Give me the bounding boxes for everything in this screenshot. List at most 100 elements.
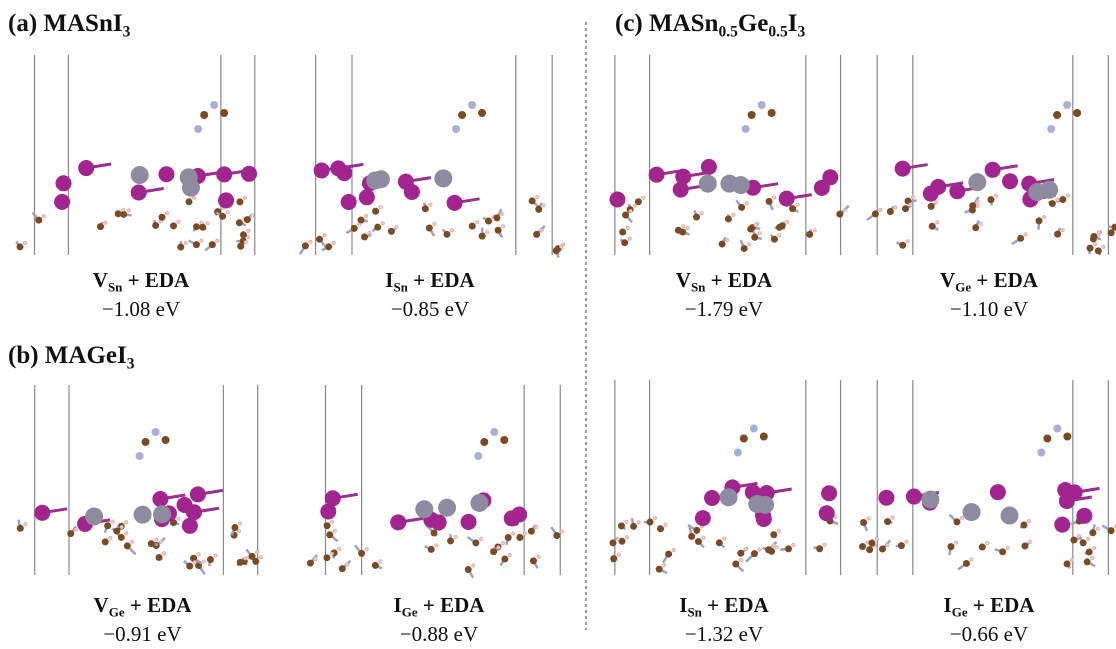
hydrogen-atom <box>540 229 544 233</box>
carbon-atom <box>351 225 358 232</box>
carbon-atom <box>836 211 843 218</box>
carbon-atom <box>860 519 867 526</box>
carbon-atom <box>478 109 486 117</box>
carbon-atom <box>458 111 466 119</box>
hydrogen-atom <box>124 521 128 525</box>
iodine-atom <box>895 161 911 177</box>
hydrogen-atom <box>911 195 915 199</box>
carbon-atom <box>533 231 540 238</box>
carbon-atom <box>693 214 700 221</box>
carbon-atom <box>372 562 379 569</box>
carbon-atom <box>339 565 346 572</box>
carbon-atom <box>426 224 433 231</box>
hydrogen-atom <box>796 203 800 207</box>
hydrogen-atom <box>497 546 501 550</box>
hydrogen-atom <box>243 557 247 561</box>
carbon-atom <box>159 214 166 221</box>
carbon-atom <box>969 202 976 209</box>
carbon-atom <box>199 224 206 231</box>
hydrogen-atom <box>124 532 128 536</box>
carbon-atom <box>185 198 192 205</box>
carbon-atom <box>485 217 492 224</box>
carbon-atom <box>610 555 617 562</box>
carbon-atom <box>622 212 629 219</box>
figure: {"panels": [ {"title": [{"t": "(a) MASnI… <box>0 0 1116 647</box>
iodine-atom <box>216 166 232 182</box>
carbon-atom <box>113 528 120 535</box>
carbon-atom <box>868 540 875 547</box>
iodine-atom <box>985 162 1001 178</box>
hydrogen-atom <box>523 532 527 536</box>
carbon-atom <box>1017 235 1024 242</box>
iodine-atom <box>314 162 330 178</box>
carbon-atom <box>1095 247 1102 254</box>
metal-atom <box>720 175 738 193</box>
hydrogen-atom <box>500 212 504 216</box>
carbon-atom <box>1089 529 1096 536</box>
carbon-atom <box>747 226 754 233</box>
hydrogen-atom <box>979 222 983 226</box>
carbon-atom <box>186 563 193 570</box>
hydrogen-atom <box>1102 245 1106 249</box>
metal-atom <box>153 505 171 523</box>
carbon-atom <box>97 223 104 230</box>
structure-label: VGe + EDA <box>23 591 263 620</box>
binding-energy: −1.10 eV <box>869 295 1109 324</box>
carbon-atom <box>738 204 745 211</box>
iodine-atom <box>447 195 463 211</box>
carbon-atom <box>1070 536 1077 543</box>
nitrogen-atom <box>452 125 460 133</box>
iodine-atom <box>241 166 257 182</box>
hydrogen-atom <box>177 517 181 521</box>
carbon-atom <box>785 545 792 552</box>
hydrogen-atom <box>216 239 220 243</box>
nitrogen-atom <box>194 125 202 133</box>
carbon-atom <box>806 231 813 238</box>
carbon-atom <box>748 111 756 119</box>
carbon-atom <box>422 205 429 212</box>
carbon-atom <box>765 546 772 553</box>
carbon-atom <box>1020 522 1027 529</box>
iodine-atom <box>649 167 665 183</box>
hydrogen-atom <box>243 196 247 200</box>
text-segment: (a) MASnI <box>8 10 123 37</box>
text-segment: I <box>788 10 798 37</box>
carbon-atom <box>621 239 628 246</box>
binding-energy: −1.08 eV <box>21 295 261 324</box>
hydrogen-atom <box>905 540 909 544</box>
hydrogen-atom <box>154 538 158 542</box>
hydrogen-atom <box>894 206 898 210</box>
hydrogen-atom <box>777 529 781 533</box>
carbon-atom <box>1043 435 1051 443</box>
hydrogen-atom <box>1077 534 1081 538</box>
carbon-atom <box>929 223 936 230</box>
binding-energy: −0.91 eV <box>23 620 263 649</box>
carbon-atom <box>647 519 654 526</box>
hydrogen-atom <box>682 224 686 228</box>
subscript: 3 <box>127 355 135 372</box>
text-segment: V <box>93 268 108 292</box>
carbon-atom <box>963 560 970 567</box>
hydrogen-atom <box>785 220 789 224</box>
carbon-atom <box>879 546 886 553</box>
nitrogen-atom <box>152 428 160 436</box>
nitrogen-atom <box>490 428 498 436</box>
carbon-atom <box>443 231 450 238</box>
hydrogen-atom <box>238 522 242 526</box>
hydrogen-atom <box>739 558 743 562</box>
carbon-atom <box>1108 527 1115 534</box>
hydrogen-atom <box>323 233 327 237</box>
iodine-atom <box>511 507 527 523</box>
carbon-atom <box>220 109 228 117</box>
carbon-atom <box>618 522 625 529</box>
carbon-atom <box>104 522 111 529</box>
metal-atom <box>366 171 384 189</box>
hydrogen-atom <box>127 209 131 213</box>
hydrogen-atom <box>454 535 458 539</box>
carbon-atom <box>553 532 560 539</box>
hydrogen-atom <box>1056 198 1060 202</box>
iodine-atom <box>54 194 70 210</box>
hydrogen-atom <box>108 536 112 540</box>
subscript: 3 <box>123 23 131 40</box>
hydrogen-atom <box>559 245 563 249</box>
